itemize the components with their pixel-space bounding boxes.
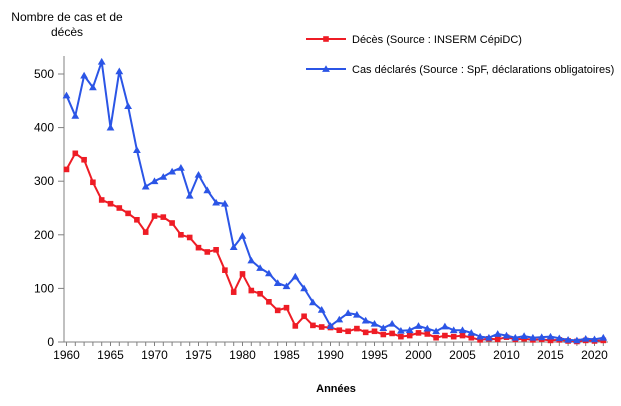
svg-text:1995: 1995 [361, 348, 388, 362]
legend: Décès (Source : INSERM CépiDC) Cas décla… [306, 32, 614, 92]
svg-text:1980: 1980 [229, 348, 256, 362]
legend-label-deces: Décès (Source : INSERM CépiDC) [352, 34, 522, 46]
svg-text:2020: 2020 [581, 348, 608, 362]
svg-text:200: 200 [34, 228, 54, 242]
svg-text:2005: 2005 [449, 348, 476, 362]
svg-text:1990: 1990 [317, 348, 344, 362]
legend-item-cas-declares: Cas déclarés (Source : SpF, déclarations… [306, 62, 614, 78]
svg-text:100: 100 [34, 281, 54, 295]
svg-text:0: 0 [47, 335, 54, 349]
y-axis-title-line2: décès [50, 25, 84, 39]
y-axis-title: Nombre de cas et de décès [8, 10, 126, 40]
red-square-series-key-icon [306, 33, 346, 48]
svg-text:2010: 2010 [493, 348, 520, 362]
legend-item-deces: Décès (Source : INSERM CépiDC) [306, 32, 614, 48]
svg-text:500: 500 [34, 67, 54, 81]
svg-text:1965: 1965 [97, 348, 124, 362]
svg-text:1960: 1960 [53, 348, 80, 362]
svg-text:400: 400 [34, 121, 54, 135]
svg-text:1975: 1975 [185, 348, 212, 362]
svg-text:2000: 2000 [405, 348, 432, 362]
blue-triangle-series-key-icon [306, 63, 346, 78]
svg-text:1970: 1970 [141, 348, 168, 362]
svg-text:300: 300 [34, 174, 54, 188]
y-axis-title-line1: Nombre de cas et de [11, 10, 123, 24]
svg-text:1985: 1985 [273, 348, 300, 362]
x-axis-label: Années [316, 383, 356, 395]
legend-label-cas-declares: Cas déclarés (Source : SpF, déclarations… [352, 64, 615, 76]
svg-text:2015: 2015 [537, 348, 564, 362]
